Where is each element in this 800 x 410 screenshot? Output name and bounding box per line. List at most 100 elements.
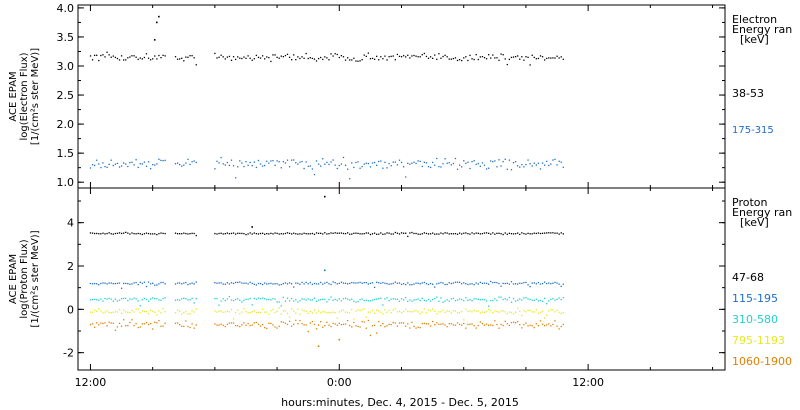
data-point <box>450 233 452 235</box>
data-point <box>521 299 523 301</box>
data-point <box>295 58 297 61</box>
data-point <box>452 324 455 326</box>
data-point <box>214 282 216 284</box>
data-point <box>139 305 141 307</box>
data-point <box>485 58 488 60</box>
data-point <box>353 166 355 169</box>
data-point <box>313 297 316 299</box>
data-point <box>494 57 496 59</box>
data-point <box>158 310 160 312</box>
data-point <box>349 324 351 327</box>
data-point <box>448 322 450 325</box>
data-point <box>469 233 471 235</box>
data-point <box>125 325 127 327</box>
data-point <box>328 163 330 166</box>
data-point <box>539 299 542 302</box>
data-point <box>465 232 467 234</box>
data-point <box>475 310 477 312</box>
data-point <box>276 310 278 313</box>
data-point <box>423 232 426 234</box>
data-point <box>112 311 114 313</box>
data-point <box>508 311 511 313</box>
data-point <box>224 325 226 328</box>
data-point <box>394 281 396 283</box>
data-point <box>195 281 197 283</box>
data-point <box>276 283 278 285</box>
data-point <box>98 59 100 62</box>
data-point <box>297 322 299 325</box>
data-point <box>288 166 291 168</box>
data-point <box>106 298 108 300</box>
data-point <box>390 312 392 314</box>
data-point <box>512 56 515 58</box>
data-point <box>359 233 361 235</box>
data-point <box>369 233 372 236</box>
data-point <box>423 161 426 164</box>
data-point <box>353 321 355 324</box>
data-point <box>183 282 185 284</box>
data-point <box>465 297 467 299</box>
data-point <box>297 56 299 58</box>
data-point <box>512 233 515 235</box>
data-point <box>380 282 382 285</box>
data-point <box>353 232 355 234</box>
data-point <box>249 297 251 300</box>
data-point <box>448 282 450 284</box>
data-point <box>322 311 324 313</box>
data-point <box>305 233 307 235</box>
data-point <box>123 59 125 61</box>
data-point <box>241 282 243 284</box>
data-point <box>295 312 297 314</box>
data-point <box>284 322 287 324</box>
data-point <box>102 300 104 302</box>
data-point <box>386 282 388 285</box>
data-point <box>96 232 98 235</box>
data-point <box>309 233 311 235</box>
data-point <box>548 282 550 284</box>
data-point <box>125 297 127 299</box>
data-point <box>436 58 438 61</box>
data-point <box>245 161 247 163</box>
data-point <box>255 166 258 169</box>
data-point <box>454 233 457 235</box>
data-point <box>465 56 467 58</box>
data-point <box>386 59 388 61</box>
data-point <box>550 232 552 234</box>
data-point <box>523 232 525 235</box>
data-point <box>487 305 490 307</box>
data-point <box>353 318 355 320</box>
data-point <box>477 324 479 327</box>
data-point <box>388 323 390 326</box>
data-point <box>481 232 484 235</box>
data-point <box>543 325 546 327</box>
data-point <box>552 159 554 161</box>
data-point <box>220 300 222 302</box>
data-point <box>560 325 562 328</box>
data-point <box>413 325 415 327</box>
data-point <box>394 59 396 61</box>
data-point <box>463 57 465 59</box>
data-point <box>543 232 546 234</box>
data-point <box>133 164 135 166</box>
data-point <box>485 282 488 285</box>
data-point <box>380 311 382 313</box>
data-point <box>320 281 322 284</box>
data-point <box>218 56 220 58</box>
data-point <box>556 309 558 311</box>
data-point <box>290 297 293 300</box>
data-point <box>425 55 428 58</box>
data-point <box>295 233 297 235</box>
legend-header-line: [keV] <box>740 33 769 46</box>
data-point <box>543 164 546 166</box>
data-point <box>156 163 158 165</box>
data-point <box>266 311 268 313</box>
data-point <box>251 226 253 228</box>
data-point <box>264 298 266 300</box>
data-point <box>481 55 484 58</box>
data-point <box>284 54 287 57</box>
data-point <box>326 233 328 235</box>
data-point <box>226 310 229 312</box>
data-point <box>193 160 195 162</box>
data-point <box>147 281 150 283</box>
